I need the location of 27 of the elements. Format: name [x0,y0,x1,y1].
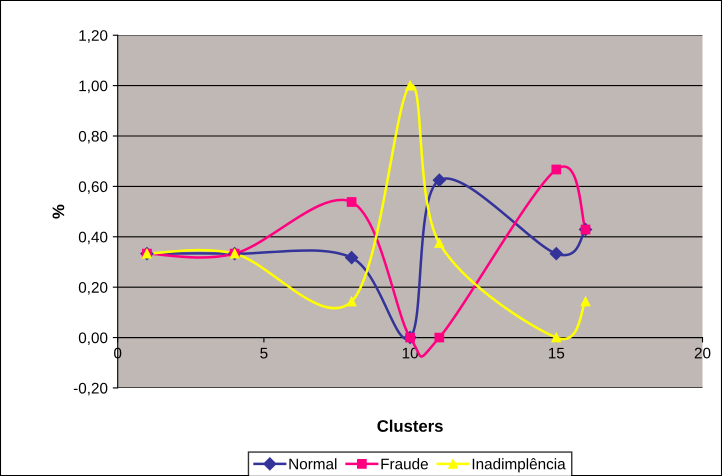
y-tick-label: 0,80 [78,130,108,144]
point [345,251,358,264]
legend-label: Normal [289,458,336,470]
y-tick-label: -0,20 [74,382,108,396]
point [580,296,590,306]
point [434,332,444,342]
point [346,197,356,207]
legend-label: Fraude [381,458,428,470]
y-tick-label: 1,20 [79,30,108,43]
point [434,238,444,248]
y-tick-label: 0,20 [78,282,108,295]
point [405,80,415,90]
point [346,296,356,306]
y-tick-label: 0,60 [78,181,108,194]
point [551,332,562,342]
point [551,164,562,174]
point [550,247,563,260]
x-tick-label: 15 [548,348,564,358]
x-tick-label: 5 [260,348,268,358]
y-tick-label: 0,00 [78,332,108,346]
y-tick-label: 0,40 [78,232,108,244]
x-axis-title: Clusters [377,420,443,432]
legend-label: Inadimplência [472,458,566,472]
y-axis-title: % [52,204,64,219]
point [432,174,446,187]
y-tick-label: 1,00 [79,80,108,94]
x-tick-label: 20 [694,348,710,358]
